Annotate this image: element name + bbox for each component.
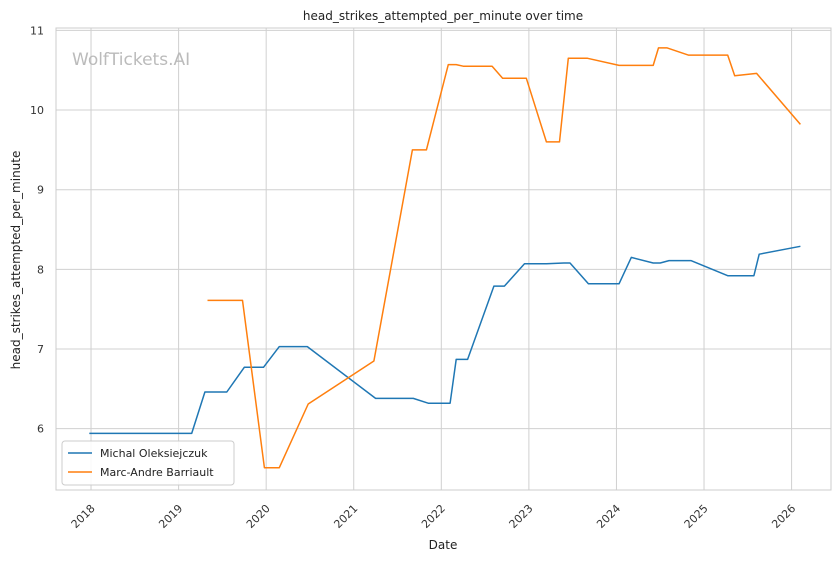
- y-axis-label: head_strikes_attempted_per_minute: [9, 151, 23, 370]
- x-tick-label: 2020: [244, 502, 273, 531]
- grid: [56, 28, 831, 490]
- chart-title: head_strikes_attempted_per_minute over t…: [303, 9, 583, 23]
- legend-entry-label: Marc-Andre Barriault: [100, 466, 214, 479]
- series-line-1: [89, 245, 801, 435]
- x-tick-label: 2023: [507, 502, 536, 531]
- legend-entry-label: Michal Oleksiejczuk: [100, 447, 208, 460]
- series-line-2: [207, 47, 801, 469]
- y-tick-label: 11: [30, 24, 44, 37]
- x-tick-label: 2022: [419, 502, 448, 531]
- y-tick-label: 9: [37, 184, 44, 197]
- x-tick-label: 2026: [769, 502, 798, 531]
- y-tick-label: 10: [30, 104, 44, 117]
- x-axis-label: Date: [429, 538, 458, 552]
- plot-area-frame: [55, 27, 832, 491]
- x-tick-label: 2019: [156, 502, 185, 531]
- legend-box: [61, 440, 235, 486]
- x-tick-label: 2024: [594, 502, 623, 531]
- x-tick-label: 2021: [331, 502, 360, 531]
- x-tick-label: 2025: [682, 502, 711, 531]
- y-tick-label: 7: [37, 343, 44, 356]
- x-tick-labels: 2018 2019 2020 2021 2022 2023 2024 2025 2026: [69, 502, 799, 531]
- legend: Michal Oleksiejczuk Marc-Andre Barriault: [61, 440, 235, 486]
- x-tick-label: 2018: [69, 502, 98, 531]
- series-lines: [89, 47, 801, 469]
- y-tick-label: 6: [37, 423, 44, 436]
- y-tick-label: 8: [37, 263, 44, 276]
- watermark: WolfTickets.AI: [72, 50, 190, 70]
- y-tick-labels: 6 7 8 9 10 11: [30, 24, 44, 435]
